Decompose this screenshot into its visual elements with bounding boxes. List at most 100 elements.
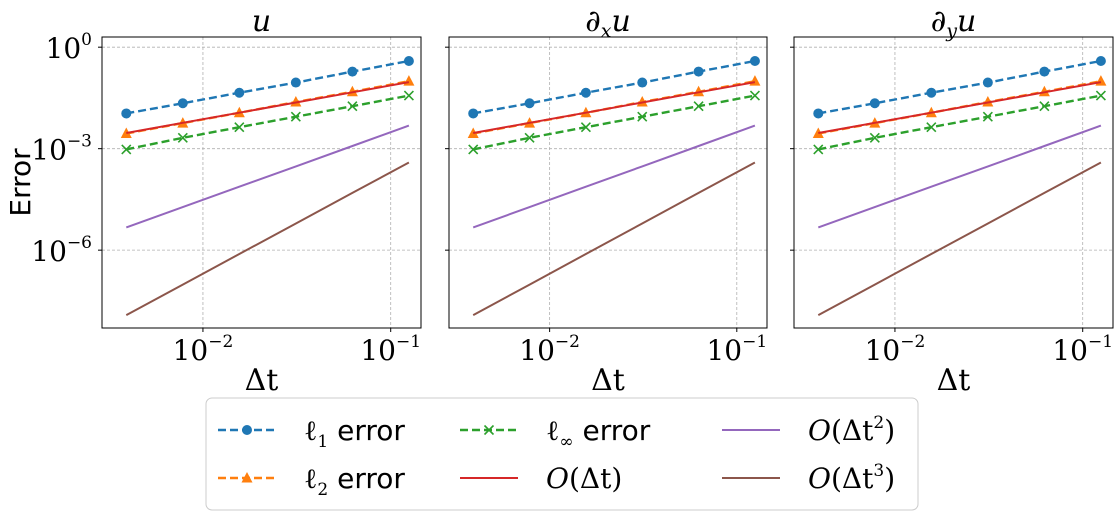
series-line xyxy=(472,124,756,229)
y-tick-label: 10−6 xyxy=(31,233,92,268)
x-marker xyxy=(580,122,591,133)
panel-title: u xyxy=(252,4,271,39)
grid xyxy=(449,37,767,328)
triangle-marker xyxy=(241,472,253,483)
x-marker xyxy=(347,101,358,112)
series-group xyxy=(120,56,415,316)
series-none-solid xyxy=(817,124,1102,229)
y-tick-label: 10−3 xyxy=(31,132,92,167)
x-tick-label: 10−2 xyxy=(865,332,926,367)
x-tick-label: 10−2 xyxy=(519,332,580,367)
y-axis-label: Error xyxy=(4,148,37,217)
series-line xyxy=(125,124,410,229)
series-none-solid xyxy=(472,124,756,229)
series-group xyxy=(467,56,761,316)
x-marker xyxy=(637,111,648,122)
legend-label: O(Δt) xyxy=(546,462,622,495)
legend-label: ℓ2 error xyxy=(304,462,405,500)
x-marker xyxy=(982,111,993,122)
circle-marker xyxy=(693,66,704,77)
x-marker xyxy=(749,90,761,101)
panel-title: ∂yu xyxy=(931,4,977,42)
legend-label: ℓ1 error xyxy=(304,414,405,452)
series-line xyxy=(473,81,756,134)
series-circle-dashed xyxy=(121,56,414,119)
series-x-dashed xyxy=(121,90,414,155)
x-marker xyxy=(290,111,301,122)
x-marker xyxy=(468,144,479,155)
series-line xyxy=(472,161,756,316)
panel-2: 10−2 10−1 ∂xu Δt xyxy=(445,4,768,398)
x-axis-label: Δt xyxy=(245,363,279,398)
circle-marker xyxy=(290,77,301,88)
legend-label: O(Δt2) xyxy=(808,413,895,447)
series-circle-dashed xyxy=(813,56,1106,119)
x-marker xyxy=(177,132,188,143)
x-marker xyxy=(524,132,535,143)
series-none-solid xyxy=(125,124,410,229)
legend-frame xyxy=(205,397,919,511)
axes-frame xyxy=(101,36,422,329)
y-tick-label: 100 xyxy=(46,30,92,65)
circle-marker xyxy=(177,98,188,109)
x-marker xyxy=(926,122,937,133)
series-x-dashed xyxy=(468,90,761,155)
x-tick-label: 10−2 xyxy=(173,332,234,367)
x-marker xyxy=(483,424,495,436)
circle-marker xyxy=(121,108,132,119)
circle-marker xyxy=(580,87,591,98)
grid xyxy=(102,37,421,328)
series-none-solid xyxy=(125,161,410,316)
circle-marker xyxy=(982,77,993,88)
panel-title: ∂xu xyxy=(585,4,631,42)
series-line xyxy=(817,124,1102,229)
series-x-dashed xyxy=(813,90,1106,155)
legend-entry: ℓ2 error xyxy=(218,462,405,500)
series-none-solid xyxy=(818,81,1102,134)
circle-marker xyxy=(926,87,937,98)
panel-1: 10−2 10−1 10−6 10−3 100 u Δt Error xyxy=(4,4,422,398)
x-marker xyxy=(813,144,824,155)
series-line xyxy=(125,161,410,316)
axes-frame xyxy=(793,36,1114,329)
series-line xyxy=(818,81,1102,134)
legend-label: ℓ∞ error xyxy=(546,414,651,452)
series-none-solid xyxy=(473,81,756,134)
series-none-solid xyxy=(817,161,1102,316)
legend-label: O(Δt3) xyxy=(808,461,895,495)
axes-frame xyxy=(448,36,768,329)
panel-3: 10−2 10−1 ∂yu Δt xyxy=(790,4,1114,398)
x-tick-label: 10−1 xyxy=(1052,332,1113,367)
circle-marker xyxy=(242,425,252,435)
legend-entry: O(Δt2) xyxy=(722,413,895,447)
legend: ℓ1 error ℓ2 error ℓ∞ error O(Δt) O(Δt2) O(Δt3… xyxy=(205,397,919,511)
series-line xyxy=(818,94,1102,151)
circle-marker xyxy=(234,87,245,98)
circle-marker xyxy=(347,66,358,77)
series-none-solid xyxy=(126,81,410,134)
plots-area: 10−2 10−1 10−6 10−3 100 u Δt Error 10−2 10−1 ∂xu Δt… xyxy=(4,4,1114,398)
series-group xyxy=(812,56,1107,316)
circle-marker xyxy=(869,98,880,109)
circle-marker xyxy=(524,98,535,109)
series-line xyxy=(126,81,410,134)
circle-marker xyxy=(403,56,414,67)
legend-entry: O(Δt3) xyxy=(722,461,895,495)
x-tick-label: 10−1 xyxy=(360,332,421,367)
x-tick-label: 10−1 xyxy=(706,332,767,367)
circle-marker xyxy=(1039,66,1050,77)
circle-marker xyxy=(1095,56,1106,67)
x-marker xyxy=(1095,90,1106,101)
x-axis-label: Δt xyxy=(591,363,625,398)
grid xyxy=(794,37,1113,328)
circle-marker xyxy=(468,108,479,119)
x-marker xyxy=(1039,101,1050,112)
series-none-solid xyxy=(472,161,756,316)
x-marker xyxy=(234,122,245,133)
x-marker xyxy=(121,144,132,155)
series-line xyxy=(126,94,410,151)
legend-entry: O(Δt) xyxy=(460,462,622,495)
x-marker xyxy=(403,90,414,101)
series-circle-dashed xyxy=(468,56,760,119)
